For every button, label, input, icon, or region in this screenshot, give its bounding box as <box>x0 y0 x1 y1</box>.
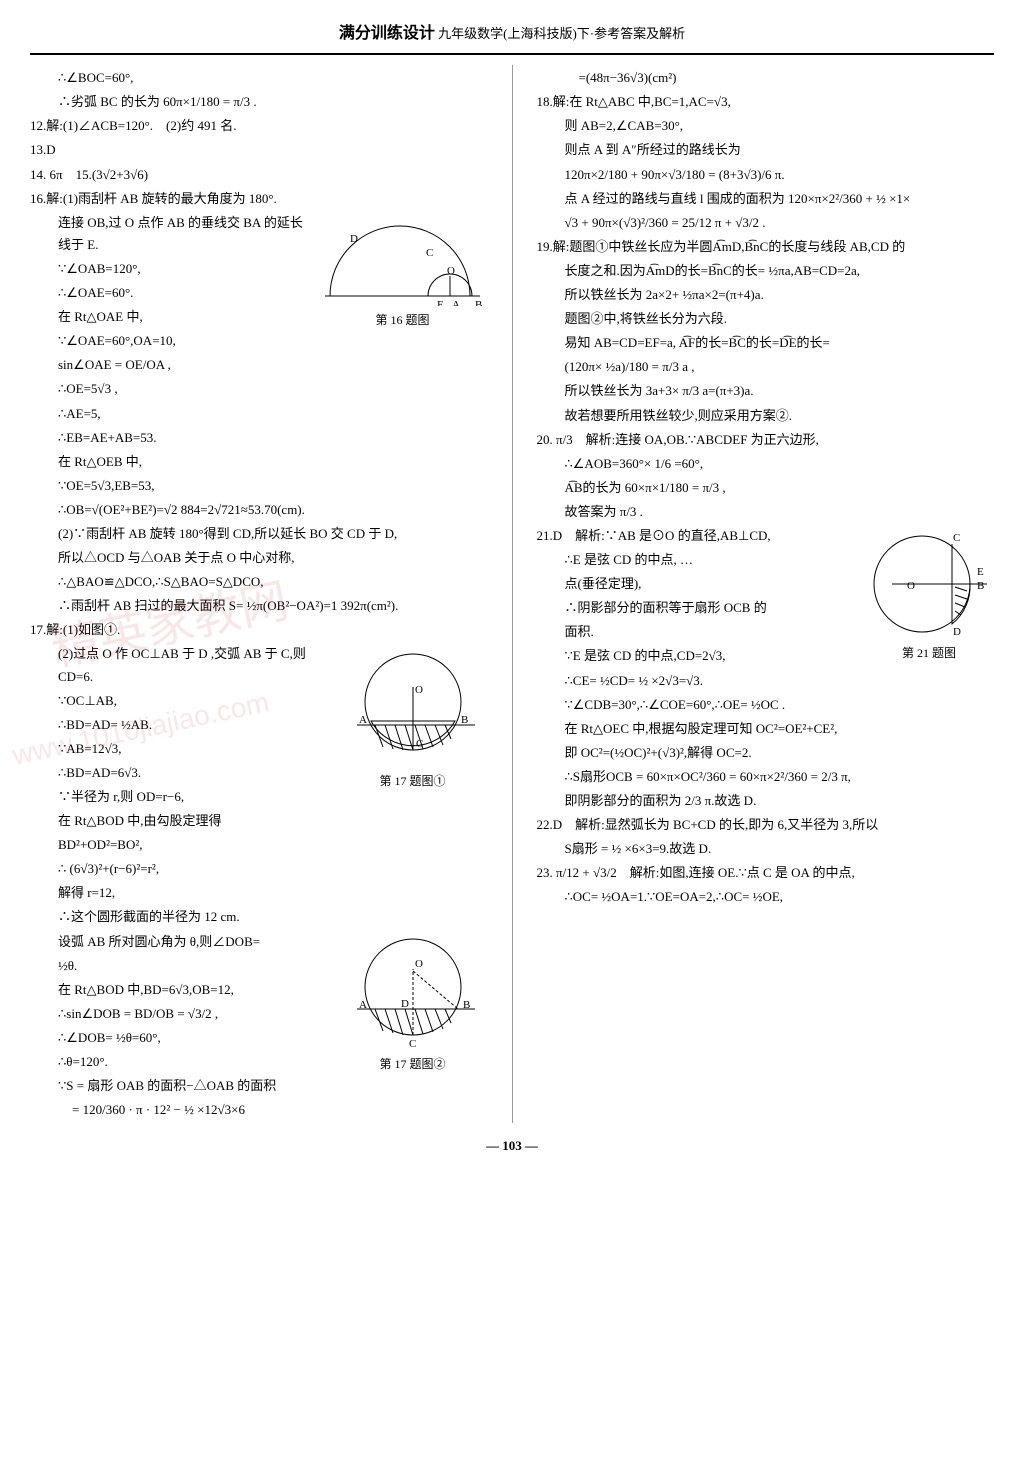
figure-17b: O D A B C 第 17 题图② <box>338 931 488 1074</box>
answer-17-head: 17.解:(1)如图①. <box>30 619 488 641</box>
text-line: ∴CE= ½CD= ½ ×2√3=√3. <box>537 670 995 692</box>
text-line: =(48π−36√3)(cm²) <box>537 67 995 89</box>
svg-text:O: O <box>907 580 915 592</box>
text-line: ∴OE=5√3 , <box>30 378 488 400</box>
text-line: ∵OE=5√3,EB=53, <box>30 475 488 497</box>
text-line: ∴∠BOC=60°, <box>30 67 488 89</box>
figure-16-label: 第 16 题图 <box>318 310 488 330</box>
text-line: 在 Rt△OEC 中,根据勾股定理可知 OC²=OE²+CE², <box>537 718 995 740</box>
svg-text:B: B <box>475 299 482 306</box>
text-line: = 120/360 · π · 12² − ½ ×12√3×6 <box>30 1099 488 1121</box>
text-line: ∵S = 扇形 OAB 的面积−△OAB 的面积 <box>30 1075 488 1097</box>
figure-17b-label: 第 17 题图② <box>338 1054 488 1074</box>
svg-text:E: E <box>977 566 984 578</box>
text-line: (120π× ½a)/180 = π/3 a , <box>537 356 995 378</box>
text-line: 故若想要所用铁丝较少,则应采用方案②. <box>537 405 995 427</box>
text-line: ∵∠CDB=30°,∴∠COE=60°,∴OE= ½OC . <box>537 694 995 716</box>
text-line: ∴这个圆形截面的半径为 12 cm. <box>30 906 488 928</box>
text-line: 所以△OCD 与△OAB 关于点 O 中心对称, <box>30 547 488 569</box>
page-number: — 103 — <box>30 1135 994 1157</box>
answer-23-head: 23. π/12 + √3/2 解析:如图,连接 OE.∵点 C 是 OA 的中… <box>537 862 995 884</box>
svg-text:D: D <box>953 626 961 638</box>
answer-16-head: 16.解:(1)雨刮杆 AB 旋转的最大角度为 180°. <box>30 188 488 210</box>
svg-text:A: A <box>359 714 367 726</box>
header-title-main: 满分训练设计 <box>339 25 435 42</box>
answer-14-15: 14. 6π 15.(3√2+3√6) <box>30 164 488 186</box>
text-line: ∴EB=AE+AB=53. <box>30 427 488 449</box>
figure-21: C E B O D 第 21 题图 <box>864 525 994 663</box>
svg-text:C: C <box>416 738 423 750</box>
svg-text:B: B <box>461 714 468 726</box>
svg-text:C: C <box>953 532 960 544</box>
answer-18-head: 18.解:在 Rt△ABC 中,BC=1,AC=√3, <box>537 91 995 113</box>
text-line: 所以铁丝长为 2a×2+ ½πa×2=(π+4)a. <box>537 284 995 306</box>
text-line: 题图②中,将铁丝长分为六段. <box>537 308 995 330</box>
text-span: ∴劣弧 BC 的长为 <box>58 94 160 109</box>
svg-text:C: C <box>409 1038 416 1050</box>
text-line: 在 Rt△OEB 中, <box>30 451 488 473</box>
text-line: ∴∠AOB=360°× 1/6 =60°, <box>537 453 995 475</box>
answer-12: 12.解:(1)∠ACB=120°. (2)约 491 名. <box>30 115 488 137</box>
circle-sector-diagram: C E B O D <box>867 529 992 639</box>
text-line: 即 OC²=(½OC)²+(√3)²,解得 OC=2. <box>537 742 995 764</box>
figure-21-label: 第 21 题图 <box>864 643 994 663</box>
text-line: ∴ (6√3)²+(r−6)²=r², <box>30 858 488 880</box>
figure-17a-label: 第 17 题图① <box>338 771 488 791</box>
column-divider <box>512 65 513 1123</box>
text-line: 解得 r=12, <box>30 882 488 904</box>
figure-16: D C O E A B 第 16 题图 <box>318 212 488 330</box>
right-column: =(48π−36√3)(cm²) 18.解:在 Rt△ABC 中,BC=1,AC… <box>537 65 995 1123</box>
text-line: ∴OC= ½OA=1.∵OE=OA=2,∴OC= ½OE, <box>537 886 995 908</box>
svg-text:D: D <box>350 233 358 245</box>
text-line: sin∠OAE = OE/OA , <box>30 354 488 376</box>
text-line: 点 A 经过的路线与直线 l 围成的面积为 120×π×2²/360 + ½ ×… <box>537 188 995 210</box>
svg-text:O: O <box>415 958 423 970</box>
text-line: S扇形 = ½ ×6×3=9.故选 D. <box>537 838 995 860</box>
page-number-value: 103 <box>502 1138 522 1153</box>
answer-20-head: 20. π/3 解析:连接 OA,OB.∵ABCDEF 为正六边形, <box>537 429 995 451</box>
text-line: ∴劣弧 BC 的长为 60π×1/180 = π/3 . <box>30 91 488 113</box>
text-line: 长度之和.因为A͡mD的长=B͡nC的长= ½πa,AB=CD=2a, <box>537 260 995 282</box>
text-line: 则点 A 到 A″所经过的路线长为 <box>537 139 995 161</box>
semicircle-diagram: D C O E A B <box>320 216 485 306</box>
two-column-layout: 精英家教网 www.1010jiajiao.com ∴∠BOC=60°, ∴劣弧… <box>30 65 994 1123</box>
text-line: 即阴影部分的面积为 2/3 π.故选 D. <box>537 790 995 812</box>
svg-text:B: B <box>977 580 984 592</box>
text-line: 则 AB=2,∠CAB=30°, <box>537 115 995 137</box>
text-line: BD²+OD²=BO², <box>30 834 488 856</box>
svg-text:E: E <box>437 299 444 306</box>
answer-22-head: 22.D 解析:显然弧长为 BC+CD 的长,即为 6,又半径为 3,所以 <box>537 814 995 836</box>
text-line: ∴S扇形OCB = 60×π×OC²/360 = 60×π×2²/360 = 2… <box>537 766 995 788</box>
text-line: (2)∵雨刮杆 AB 旋转 180°得到 CD,所以延长 BO 交 CD 于 D… <box>30 523 488 545</box>
svg-text:D: D <box>401 998 409 1010</box>
svg-text:O: O <box>447 265 455 277</box>
svg-text:A: A <box>359 999 367 1011</box>
figure-17a: O A B C 第 17 题图① <box>338 643 488 791</box>
svg-text:B: B <box>463 999 470 1011</box>
svg-text:A: A <box>452 299 460 306</box>
left-column: 精英家教网 www.1010jiajiao.com ∴∠BOC=60°, ∴劣弧… <box>30 65 488 1123</box>
text-line: ∵∠OAE=60°,OA=10, <box>30 330 488 352</box>
text-line: 所以铁丝长为 3a+3× π/3 a=(π+3)a. <box>537 380 995 402</box>
circle-diagram-1: O A B C <box>343 647 483 767</box>
svg-text:C: C <box>426 247 433 259</box>
text-line: ∴△BAO≌△DCO,∴S△BAO=S△DCO, <box>30 571 488 593</box>
answer-19-head: 19.解:题图①中铁丝长应为半圆A͡mD,B͡nC的长度与线段 AB,CD 的 <box>537 236 995 258</box>
text-line: 120π×2/180 + 90π×√3/180 = (8+3√3)/6 π. <box>537 164 995 186</box>
answer-13: 13.D <box>30 139 488 161</box>
text-line: A͡B的长为 60×π×1/180 = π/3 , <box>537 477 995 499</box>
page-header: 满分训练设计 九年级数学(上海科技版)下·参考答案及解析 <box>30 20 994 55</box>
text-line: √3 + 90π×(√3)²/360 = 25/12 π + √3/2 . <box>537 212 995 234</box>
circle-diagram-2: O D A B C <box>343 935 483 1050</box>
math-span: 60π×1/180 = π/3 . <box>163 94 257 109</box>
text-line: 故答案为 π/3 . <box>537 501 995 523</box>
header-title-sub: 九年级数学(上海科技版)下·参考答案及解析 <box>438 26 685 41</box>
text-line: 易知 AB=CD=EF=a, A͡F的长=B͡C的长=D͡E的长= <box>537 332 995 354</box>
text-line: ∴雨刮杆 AB 扫过的最大面积 S= ½π(OB²−OA²)=1 392π(cm… <box>30 595 488 617</box>
text-line: 在 Rt△BOD 中,由勾股定理得 <box>30 810 488 832</box>
svg-text:O: O <box>415 684 423 696</box>
text-line: ∴AE=5, <box>30 403 488 425</box>
text-line: ∴OB=√(OE²+BE²)=√2 884=2√721≈53.70(cm). <box>30 499 488 521</box>
